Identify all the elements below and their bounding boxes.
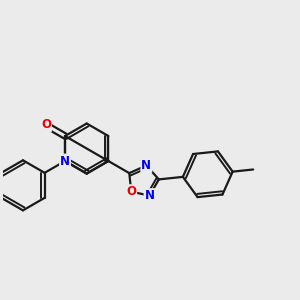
Text: N: N <box>60 154 70 167</box>
Text: N: N <box>145 189 154 202</box>
Text: O: O <box>126 185 136 198</box>
Text: N: N <box>141 159 152 172</box>
Text: O: O <box>41 118 51 131</box>
